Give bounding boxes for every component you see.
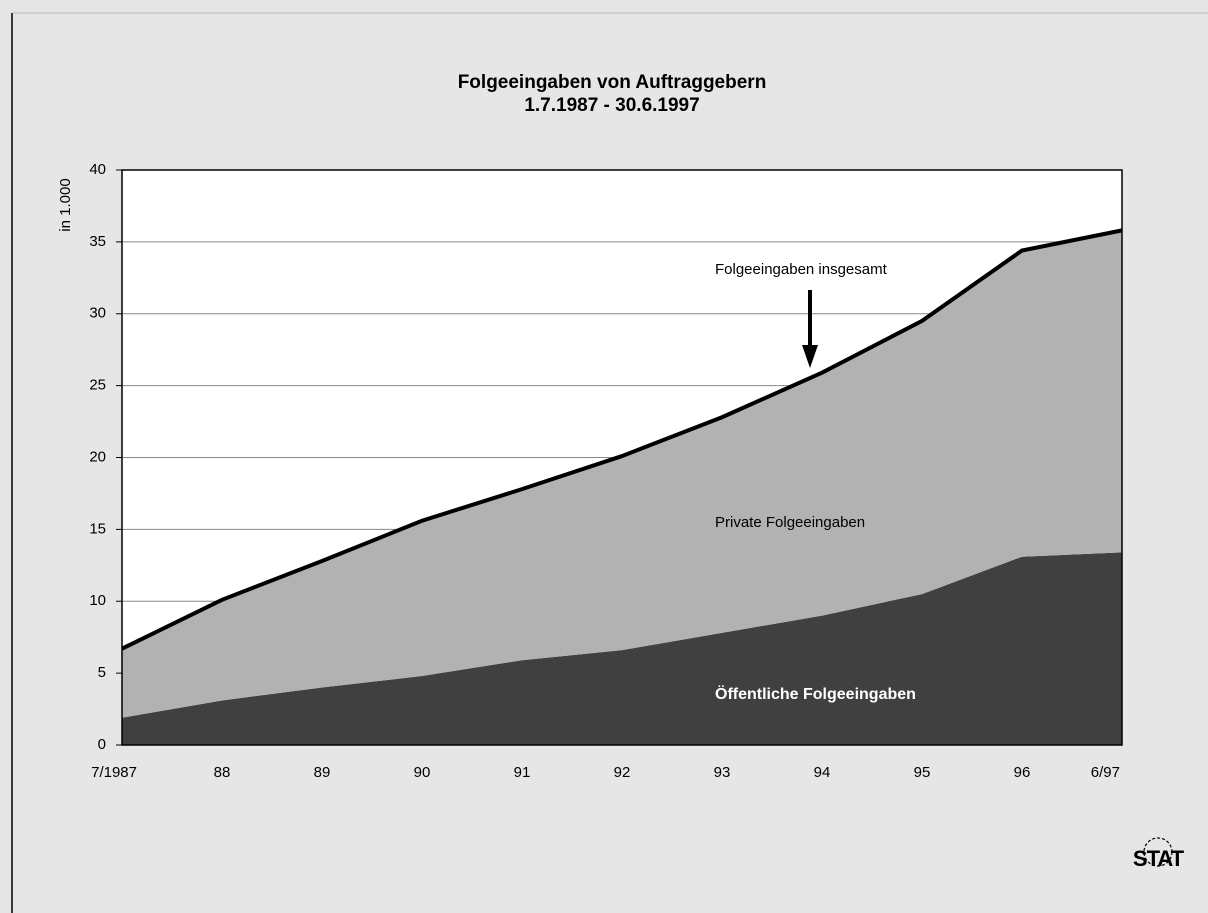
x-tick-label: 94 [814, 764, 831, 781]
plot: 0 5 10 15 20 25 30 35 40 7/1987 88 89 90 91 92 93 94 95 96… [89, 161, 1123, 781]
x-tick-label: 6/97 [1091, 764, 1120, 781]
y-tick-label: 35 [89, 233, 106, 250]
chart-title: Folgeeingaben von Auftraggebern [458, 72, 767, 93]
y-tick-label: 10 [89, 592, 106, 609]
y-tick-label: 15 [89, 520, 106, 537]
x-tick-label: 96 [1014, 764, 1031, 781]
y-tick-label: 20 [89, 448, 106, 465]
x-tick-label: 95 [914, 764, 931, 781]
x-tick-label: 89 [314, 764, 331, 781]
plot-border [121, 169, 1123, 746]
annotation: Folgeeingaben insgesamt [715, 261, 888, 278]
y-axis-label: in 1.000 [57, 178, 74, 231]
logo: STAT [1133, 846, 1185, 871]
total-line [121, 228, 1123, 651]
area [122, 552, 1122, 745]
legend-label: Private Folgeeingaben [715, 514, 865, 531]
x-tick-label: 93 [714, 764, 731, 781]
y-tick-label: 5 [98, 664, 106, 681]
x-tick-label: 92 [614, 764, 631, 781]
y-tick-label: 25 [89, 377, 106, 394]
y-tick-label: 30 [89, 305, 106, 322]
x-tick-label: 7/1987 [91, 764, 137, 781]
y-tick-label: 40 [89, 161, 106, 178]
area [122, 230, 1122, 718]
x-tick-label: 91 [514, 764, 531, 781]
logo-ring [1143, 837, 1173, 867]
arrow-head [802, 345, 818, 368]
chart-subtitle: 1.7.1987 - 30.6.1997 [524, 95, 699, 116]
legend-label: Öffentliche Folgeeingaben [715, 684, 916, 703]
x-tick-label: 88 [214, 764, 231, 781]
y-tick-label: 0 [98, 736, 106, 753]
x-tick-label: 90 [414, 764, 431, 781]
